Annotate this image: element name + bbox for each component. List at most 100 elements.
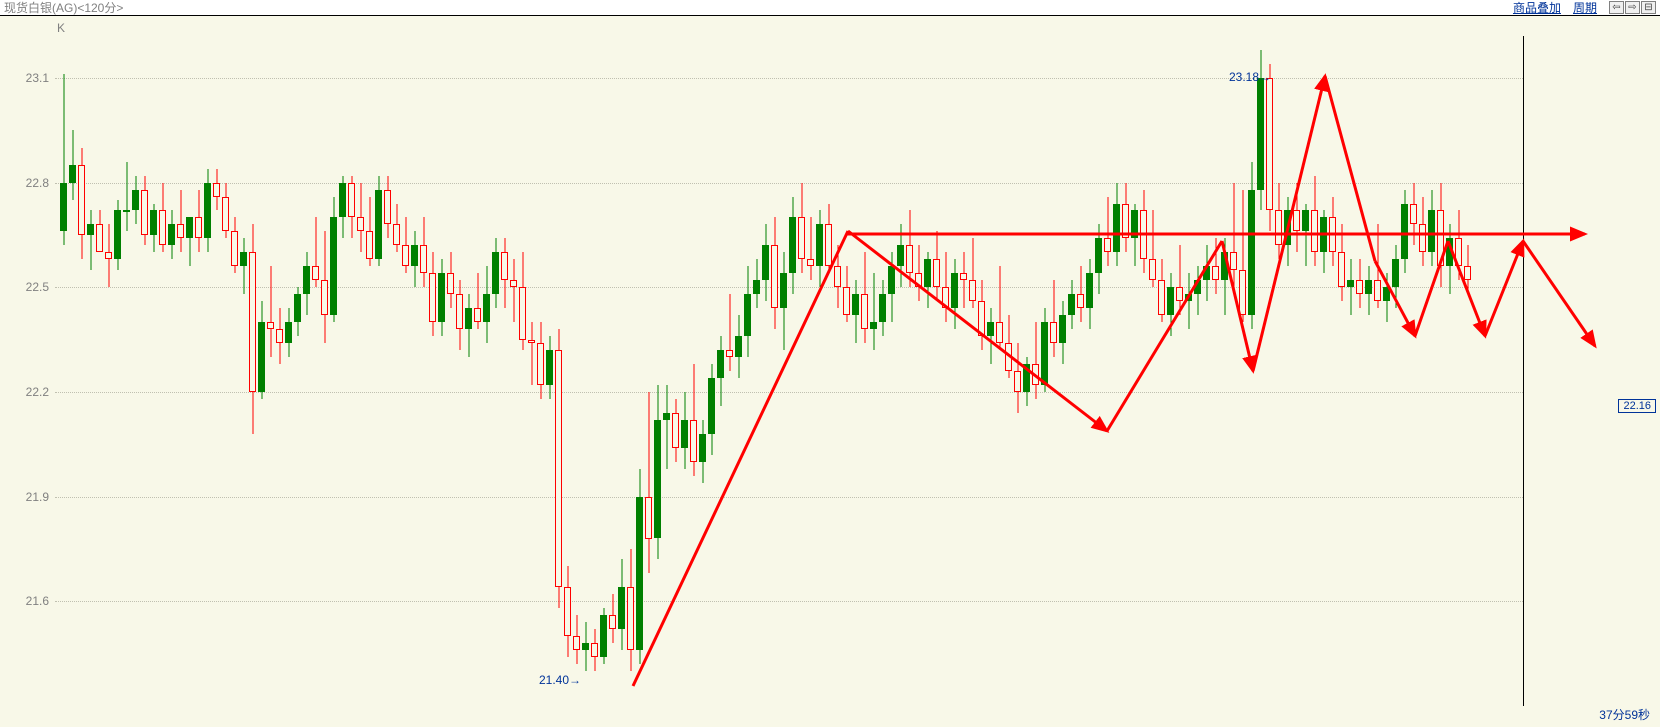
candle[interactable]: [1131, 36, 1138, 706]
candle[interactable]: [429, 36, 436, 706]
candle[interactable]: [393, 36, 400, 706]
candle[interactable]: [1059, 36, 1066, 706]
candle[interactable]: [87, 36, 94, 706]
candle[interactable]: [951, 36, 958, 706]
candle[interactable]: [753, 36, 760, 706]
candle[interactable]: [600, 36, 607, 706]
candle[interactable]: [1356, 36, 1363, 706]
candle[interactable]: [789, 36, 796, 706]
candle[interactable]: [1329, 36, 1336, 706]
candle[interactable]: [924, 36, 931, 706]
minimize-button[interactable]: ⊟: [1641, 1, 1656, 14]
candle[interactable]: [366, 36, 373, 706]
candle[interactable]: [1203, 36, 1210, 706]
candle[interactable]: [330, 36, 337, 706]
candle[interactable]: [132, 36, 139, 706]
candle[interactable]: [807, 36, 814, 706]
candle[interactable]: [357, 36, 364, 706]
candle[interactable]: [960, 36, 967, 706]
candle[interactable]: [213, 36, 220, 706]
candle[interactable]: [186, 36, 193, 706]
candle[interactable]: [681, 36, 688, 706]
candle[interactable]: [861, 36, 868, 706]
candle[interactable]: [1311, 36, 1318, 706]
candle[interactable]: [879, 36, 886, 706]
candle[interactable]: [204, 36, 211, 706]
candle[interactable]: [528, 36, 535, 706]
candle[interactable]: [114, 36, 121, 706]
candle[interactable]: [870, 36, 877, 706]
candle[interactable]: [843, 36, 850, 706]
candle[interactable]: [735, 36, 742, 706]
candle[interactable]: [1068, 36, 1075, 706]
prev-button[interactable]: ⇦: [1609, 1, 1624, 14]
candle[interactable]: [78, 36, 85, 706]
candle[interactable]: [1365, 36, 1372, 706]
period-link[interactable]: 周期: [1573, 0, 1597, 16]
candle[interactable]: [663, 36, 670, 706]
candle[interactable]: [231, 36, 238, 706]
candle[interactable]: [1167, 36, 1174, 706]
candle[interactable]: [177, 36, 184, 706]
candle[interactable]: [123, 36, 130, 706]
candle[interactable]: [537, 36, 544, 706]
candle[interactable]: [195, 36, 202, 706]
candle[interactable]: [1086, 36, 1093, 706]
candle[interactable]: [1041, 36, 1048, 706]
candle[interactable]: [717, 36, 724, 706]
candle[interactable]: [888, 36, 895, 706]
candle[interactable]: [501, 36, 508, 706]
candle[interactable]: [510, 36, 517, 706]
candle[interactable]: [933, 36, 940, 706]
candle[interactable]: [780, 36, 787, 706]
candle[interactable]: [312, 36, 319, 706]
candle[interactable]: [1005, 36, 1012, 706]
candle[interactable]: [1050, 36, 1057, 706]
candle[interactable]: [465, 36, 472, 706]
candle[interactable]: [699, 36, 706, 706]
candle[interactable]: [258, 36, 265, 706]
candle[interactable]: [1275, 36, 1282, 706]
candle[interactable]: [1077, 36, 1084, 706]
candle[interactable]: [1104, 36, 1111, 706]
candle[interactable]: [1428, 36, 1435, 706]
candle[interactable]: [555, 36, 562, 706]
candle[interactable]: [726, 36, 733, 706]
candle[interactable]: [348, 36, 355, 706]
candle[interactable]: [825, 36, 832, 706]
candle[interactable]: [69, 36, 76, 706]
candle[interactable]: [798, 36, 805, 706]
candle[interactable]: [474, 36, 481, 706]
candle[interactable]: [105, 36, 112, 706]
candle[interactable]: [60, 36, 67, 706]
candle[interactable]: [447, 36, 454, 706]
candle[interactable]: [411, 36, 418, 706]
chart-plot[interactable]: K 21.621.922.222.522.823.123.18→21.40→: [55, 36, 1524, 706]
candle[interactable]: [141, 36, 148, 706]
candle[interactable]: [222, 36, 229, 706]
candle[interactable]: [1113, 36, 1120, 706]
candle[interactable]: [690, 36, 697, 706]
candle[interactable]: [762, 36, 769, 706]
candle[interactable]: [1194, 36, 1201, 706]
candle[interactable]: [636, 36, 643, 706]
candle[interactable]: [1392, 36, 1399, 706]
candle[interactable]: [159, 36, 166, 706]
candle[interactable]: [1032, 36, 1039, 706]
candle[interactable]: [627, 36, 634, 706]
candle[interactable]: [969, 36, 976, 706]
candle[interactable]: [1455, 36, 1462, 706]
candle[interactable]: [672, 36, 679, 706]
candle[interactable]: [321, 36, 328, 706]
candle[interactable]: [1302, 36, 1309, 706]
candle[interactable]: [1239, 36, 1246, 706]
candle[interactable]: [96, 36, 103, 706]
candle[interactable]: [987, 36, 994, 706]
candle[interactable]: [384, 36, 391, 706]
candle[interactable]: [1338, 36, 1345, 706]
candle[interactable]: [519, 36, 526, 706]
candle[interactable]: [1212, 36, 1219, 706]
candle[interactable]: [582, 36, 589, 706]
candle[interactable]: [609, 36, 616, 706]
candle[interactable]: [546, 36, 553, 706]
